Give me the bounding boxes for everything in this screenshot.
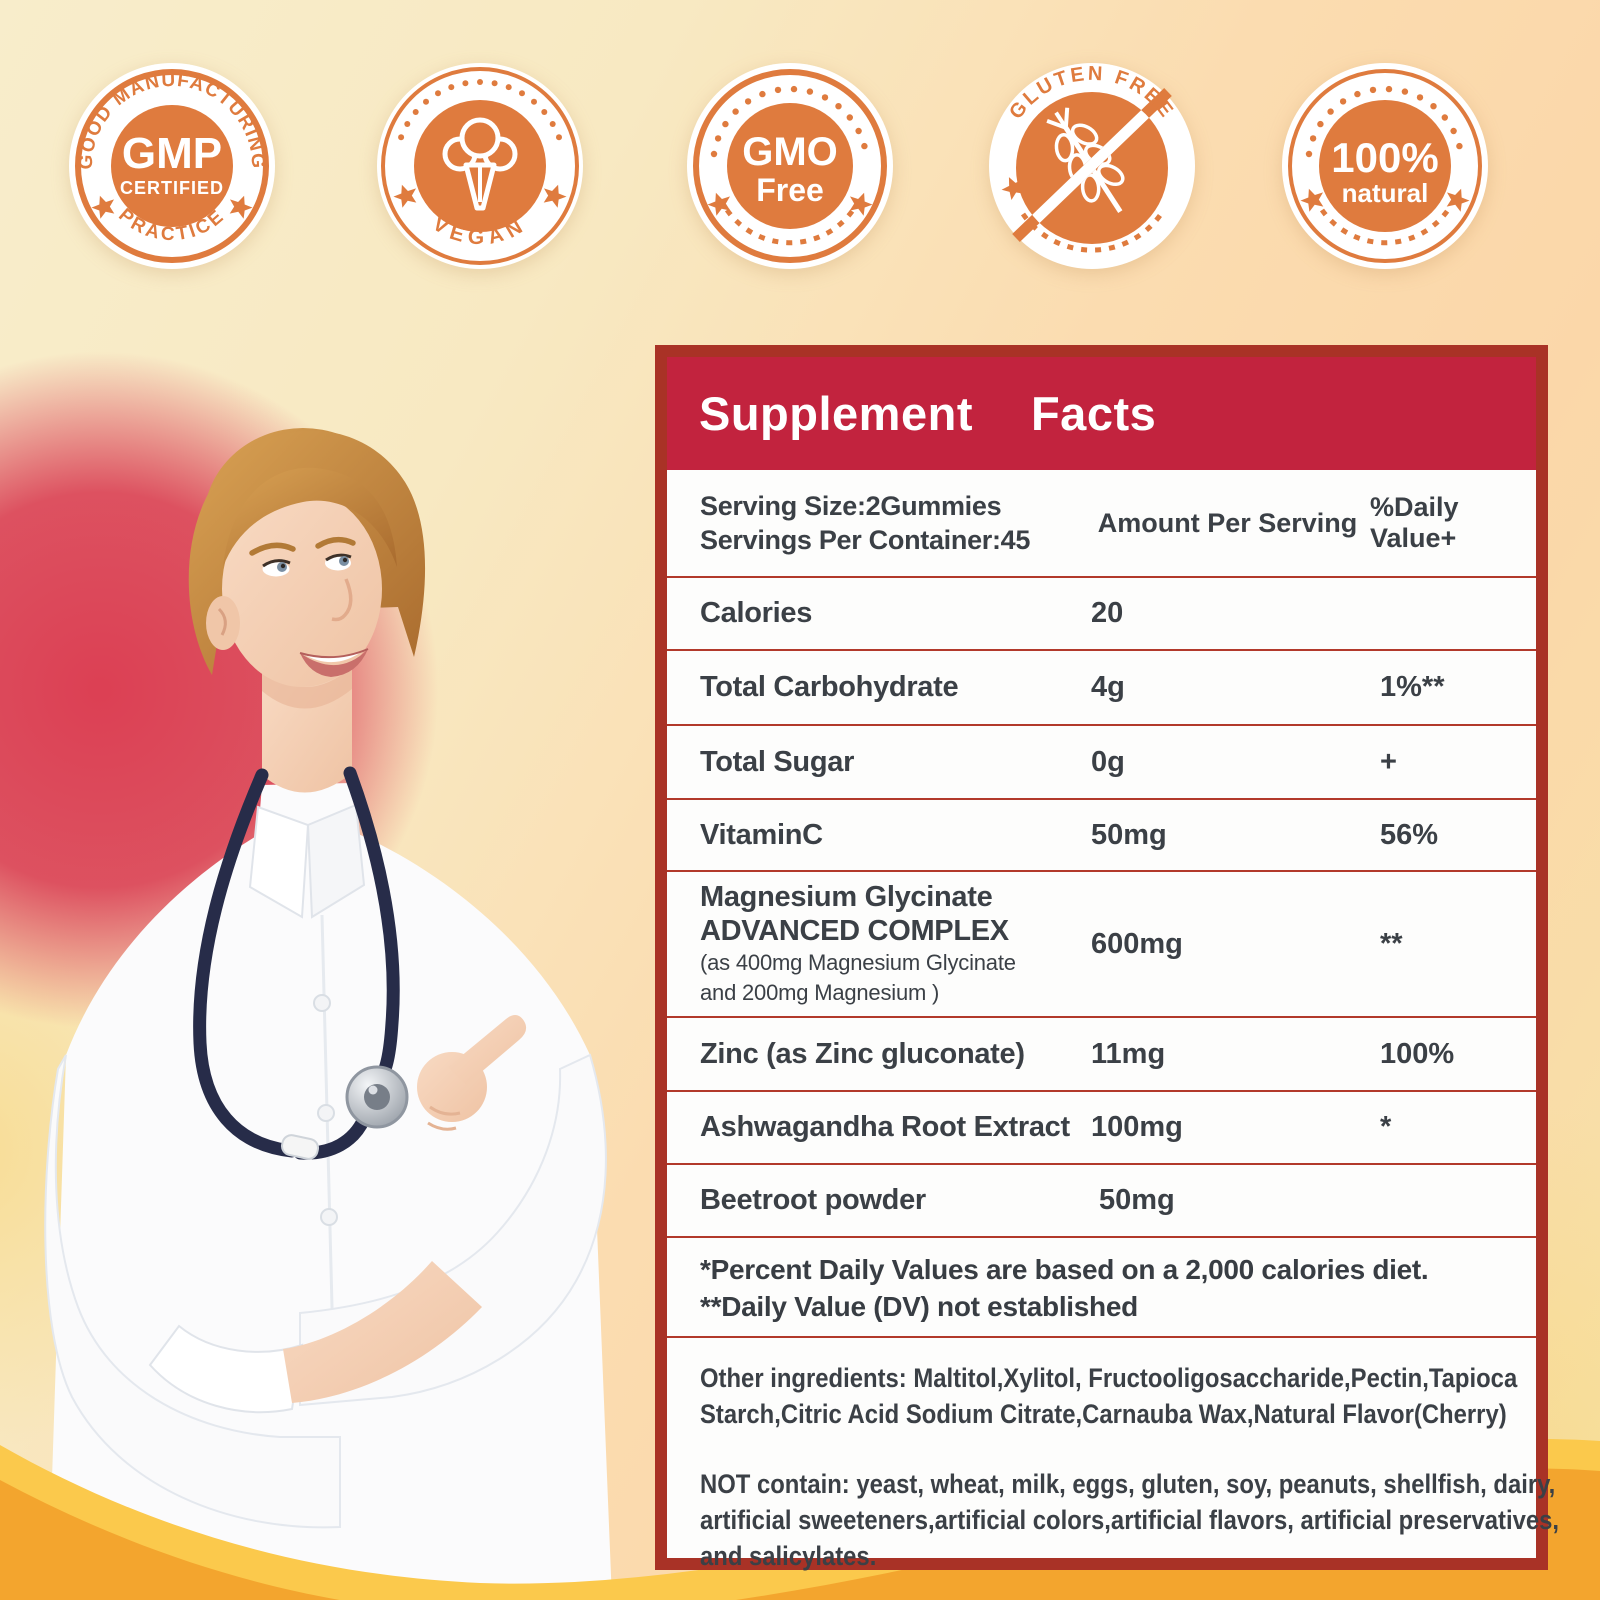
- dotted-arc: [398, 79, 562, 141]
- gmo-text: GMO: [742, 130, 838, 174]
- serving-size: Serving Size:2Gummies Servings Per Conta…: [700, 491, 1031, 555]
- allergen-info-text: NOT contain: yeast, wheat, milk, eggs, g…: [700, 1469, 1556, 1499]
- table-row: Total Carbohydrate 4g 1%**: [667, 651, 1536, 726]
- dotted-arc: [710, 85, 868, 158]
- star-icon: [543, 184, 567, 208]
- serving-info-row: Serving Size:2Gummies Servings Per Conta…: [667, 470, 1536, 578]
- forearm: [283, 1261, 482, 1403]
- natural-badge-icon: 100% natural: [1282, 63, 1488, 269]
- doctor-photo: [44, 428, 612, 1600]
- ingredients-row: Other ingredients: Maltitol,Xylitol, Fru…: [667, 1338, 1559, 1571]
- footnote-daily-values: *Percent Daily Values are based on a 2,0…: [700, 1254, 1429, 1285]
- star-icon: [91, 195, 115, 219]
- gmp-center-text: GMP: [122, 129, 222, 178]
- footnote-row: *Percent Daily Values are based on a 2,0…: [667, 1238, 1536, 1338]
- supplement-facts-panel: Supplement Facts Serving Size:2Gummies S…: [655, 345, 1559, 1571]
- dashed-arc: [724, 208, 856, 246]
- table-row: Beetroot powder 50mg: [667, 1165, 1536, 1238]
- nose: [331, 578, 353, 622]
- badge-gmo-free: GMO Free: [686, 62, 894, 270]
- other-ingredients-text: Other ingredients: Maltitol,Xylitol, Fru…: [700, 1363, 1560, 1571]
- collar: [248, 805, 310, 919]
- gmo-free-badge-icon: GMO Free: [687, 63, 893, 269]
- supplement-facts-header: Supplement Facts: [667, 357, 1536, 470]
- footnote-dv-not-established: **Daily Value (DV) not established: [700, 1291, 1138, 1322]
- hundred-percent-text: 100%: [1331, 134, 1438, 181]
- mouth: [300, 649, 368, 677]
- wheat-crossed-icon: [1012, 88, 1172, 242]
- table-row: Calories 20: [667, 578, 1536, 651]
- table-row: VitaminC 50mg 56%: [667, 800, 1536, 872]
- star-icon: [393, 184, 417, 208]
- arm: [44, 1054, 341, 1529]
- star-icon: [229, 195, 253, 219]
- pointing-hand: [417, 1014, 527, 1131]
- star-icon: [1446, 188, 1470, 212]
- star-icon: [1001, 177, 1025, 201]
- daily-value-header: %Daily Value+: [1370, 492, 1459, 553]
- table-row: Ashwagandha Root Extract 100mg *: [667, 1092, 1536, 1165]
- badge-100-natural: 100% natural: [1281, 62, 1489, 270]
- table-row: Zinc (as Zinc gluconate) 11mg 100%: [667, 1018, 1536, 1092]
- star-icon: [707, 192, 731, 216]
- badge-vegan: VEGAN: [376, 62, 584, 270]
- broccoli-icon: [442, 117, 518, 211]
- table-row: Total Sugar 0g +: [667, 726, 1536, 800]
- natural-text: natural: [1342, 178, 1429, 208]
- free-text: Free: [756, 172, 824, 208]
- vegan-badge-icon: VEGAN: [377, 63, 583, 269]
- table-row-magnesium: Magnesium Glycinate ADVANCED COMPLEX (as…: [667, 872, 1536, 1018]
- star-icon: [849, 192, 873, 216]
- title-word-supplement: Supplement: [699, 387, 973, 440]
- eyebrow: [249, 542, 296, 556]
- magnesium-label: Magnesium Glycinate ADVANCED COMPLEX (as…: [700, 881, 1016, 1005]
- star-icon: [1300, 188, 1324, 212]
- badge-gmp-certified: GOOD MANUFACTURING PRACTICE GMP CERTIFIE…: [68, 62, 276, 270]
- dotted-arc: [1305, 85, 1463, 158]
- amount-per-serving-header: Amount Per Serving: [1097, 507, 1358, 538]
- title-word-facts: Facts: [1030, 387, 1157, 440]
- ear: [206, 596, 240, 650]
- badge-gluten-free: GLUTEN FREE: [988, 62, 1196, 270]
- gmp-certified-text: CERTIFIED: [120, 178, 224, 198]
- gluten-free-badge-icon: GLUTEN FREE: [989, 63, 1195, 269]
- dashed-arc: [1319, 208, 1451, 246]
- gmp-badge-icon: GOOD MANUFACTURING PRACTICE GMP CERTIFIE…: [69, 63, 275, 269]
